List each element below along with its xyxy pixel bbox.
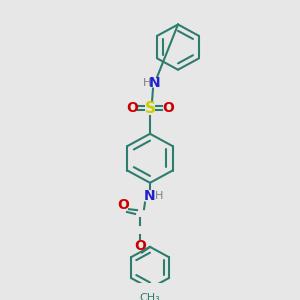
Text: O: O — [162, 101, 174, 116]
Text: H: H — [155, 191, 163, 201]
Text: N: N — [149, 76, 161, 90]
Text: O: O — [134, 239, 146, 253]
Text: O: O — [126, 101, 138, 116]
Text: O: O — [117, 198, 129, 212]
Text: N: N — [144, 189, 156, 203]
Text: CH₃: CH₃ — [140, 293, 160, 300]
Text: H: H — [143, 78, 151, 88]
Text: S: S — [145, 101, 155, 116]
